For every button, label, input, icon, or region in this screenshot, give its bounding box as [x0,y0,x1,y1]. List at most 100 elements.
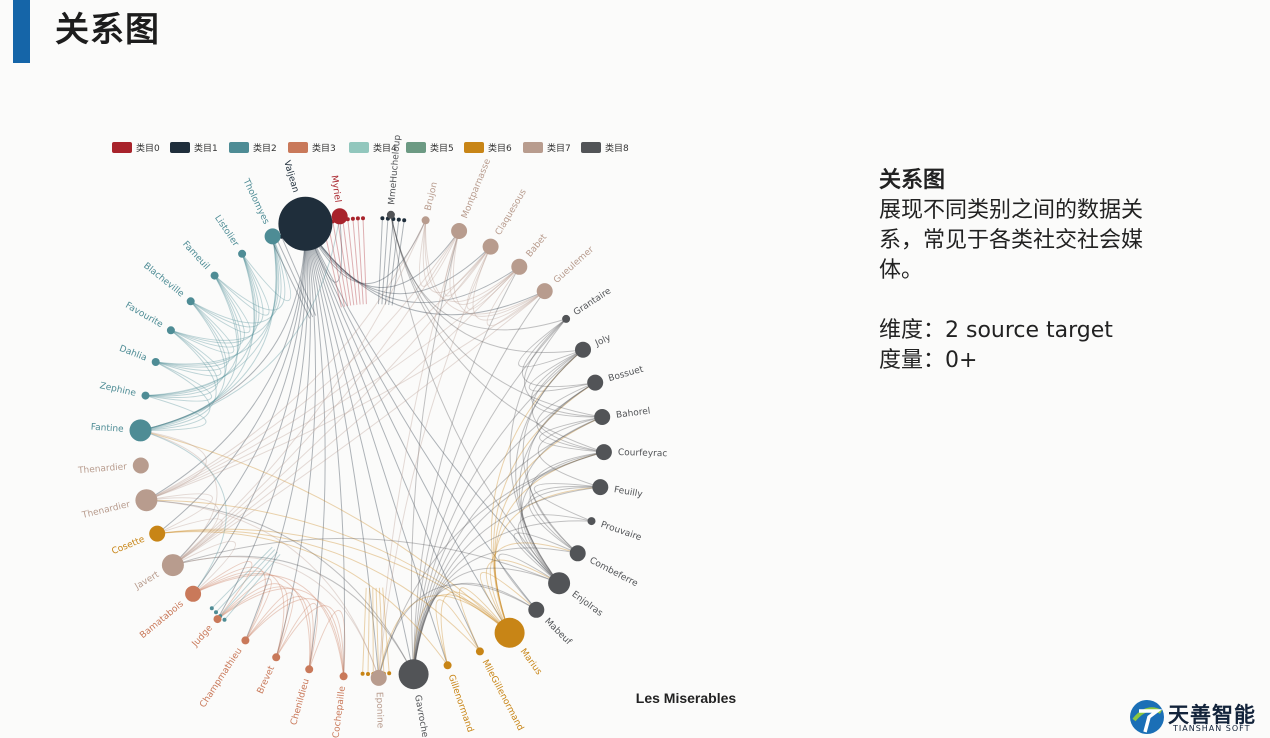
node-joly-33[interactable] [575,341,591,358]
link-26 [494,486,601,633]
link-40 [413,451,605,675]
minor-node-9[interactable] [402,218,407,223]
node-bahorel-31[interactable] [594,409,611,425]
legend-swatch-1[interactable] [170,142,190,153]
legend-swatch-6[interactable] [464,142,484,153]
legend-swatch-0[interactable] [112,142,132,153]
node-myriel-0[interactable] [331,208,348,225]
minor-node-23[interactable] [222,617,227,622]
node-mme-hucheloup-40[interactable] [386,210,395,219]
description-panel: 关系图 展现不同类别之间的数据关系，常见于各类社交社会媒体。 维度：2 sour… [879,166,1209,376]
graph-links [140,214,605,679]
link-160 [390,214,603,418]
node-marius-24[interactable] [494,617,525,648]
link-57 [520,416,603,584]
minor-node-1[interactable] [355,216,360,221]
minor-node-13[interactable] [380,216,385,221]
node-thenardier-10[interactable] [132,457,149,474]
node-claquesous-37[interactable] [482,238,499,255]
link-5 [304,223,415,675]
link-90 [146,499,380,679]
node-bamatabois-14[interactable] [185,585,202,602]
link-11 [275,223,317,658]
minor-node-14[interactable] [360,671,365,676]
node-judge-15[interactable] [213,615,222,624]
node-javert-13[interactable] [161,554,184,577]
node-grantaire-34[interactable] [562,314,571,323]
node-enjolras-26[interactable] [548,572,571,595]
link-64 [529,451,604,554]
minor-node-21[interactable] [214,610,218,615]
node-tholomyes-2[interactable] [264,228,281,245]
node-listolier-3[interactable] [238,249,247,258]
node-label-prouvaire-28: Prouvaire [599,520,643,543]
node-champmathieu-16[interactable] [241,636,250,645]
minor-link-24 [224,553,281,621]
minor-node-10[interactable] [396,217,401,222]
minor-link-12 [384,218,394,305]
minor-link-22 [215,549,276,613]
node-babet-36[interactable] [511,258,528,275]
link-10 [244,223,311,641]
node-brevet-17[interactable] [272,653,281,662]
legend-swatch-4[interactable] [349,142,369,153]
legend-label-5[interactable]: 类目5 [430,142,454,154]
legend-label-2[interactable]: 类目2 [253,142,277,154]
node-zephine-8[interactable] [141,391,150,400]
node-combeferre-27[interactable] [569,545,586,562]
legend-label-3[interactable]: 类目3 [312,142,336,154]
node-gueulemer-35[interactable] [536,283,553,300]
node-fameuil-4[interactable] [210,271,219,280]
link-91 [146,290,545,501]
node-favourite-6[interactable] [166,326,175,335]
node-label-listolier-3: Listolier [212,214,240,249]
link-107 [241,236,292,301]
measure-text: 度量：0+ [879,348,978,373]
legend-label-0[interactable]: 类目0 [136,142,160,154]
minor-node-0[interactable] [361,216,365,221]
node-gillenormand-22[interactable] [443,661,452,670]
node-courfeyrac-30[interactable] [595,444,612,461]
minor-link-10 [391,220,405,306]
node-montparnasse-38[interactable] [451,223,468,239]
node-label-valjean-1: Valjean [281,160,300,194]
link-135 [245,598,345,677]
legend-label-7[interactable]: 类目7 [547,142,571,154]
legend-swatch-5[interactable] [406,142,426,153]
legend-swatch-2[interactable] [229,142,249,153]
legend-label-4[interactable]: 类目4 [373,142,397,154]
node-fantine-9[interactable] [129,419,152,442]
title-accent-bar [13,0,30,63]
node-prouvaire-28[interactable] [587,517,596,526]
link-35 [479,571,537,634]
node-gavroche-21[interactable] [398,659,429,690]
legend-label-6[interactable]: 类目6 [488,142,512,154]
link-99 [140,253,255,431]
node-feuilly-29[interactable] [592,479,609,496]
node-mlle-gillenormand-23[interactable] [475,647,484,656]
node-cochepaille-19[interactable] [339,672,348,681]
minor-node-19[interactable] [387,671,392,676]
node-valjean-1[interactable] [278,196,333,251]
node-dahlia-7[interactable] [151,358,160,366]
node-mabeuf-25[interactable] [528,601,545,618]
link-69 [531,349,604,453]
legend-swatch-7[interactable] [523,142,543,153]
minor-node-15[interactable] [366,672,370,676]
link-124 [145,300,227,397]
node-eponine-20[interactable] [370,669,387,686]
legend-swatch-3[interactable] [288,142,308,153]
legend-swatch-8[interactable] [581,142,601,153]
link-98 [140,236,277,431]
minor-node-2[interactable] [350,216,355,221]
legend-label-1[interactable]: 类目1 [194,142,218,154]
minor-node-20[interactable] [209,606,214,611]
node-thenardier-11[interactable] [135,489,158,512]
node-brujon-39[interactable] [421,216,430,225]
legend-label-8[interactable]: 类目8 [605,142,629,154]
node-bossuet-32[interactable] [587,374,604,391]
node-chenildieu-18[interactable] [305,665,314,674]
node-blacheville-5[interactable] [186,297,195,306]
node-cosette-12[interactable] [149,525,166,542]
link-58 [518,382,596,584]
